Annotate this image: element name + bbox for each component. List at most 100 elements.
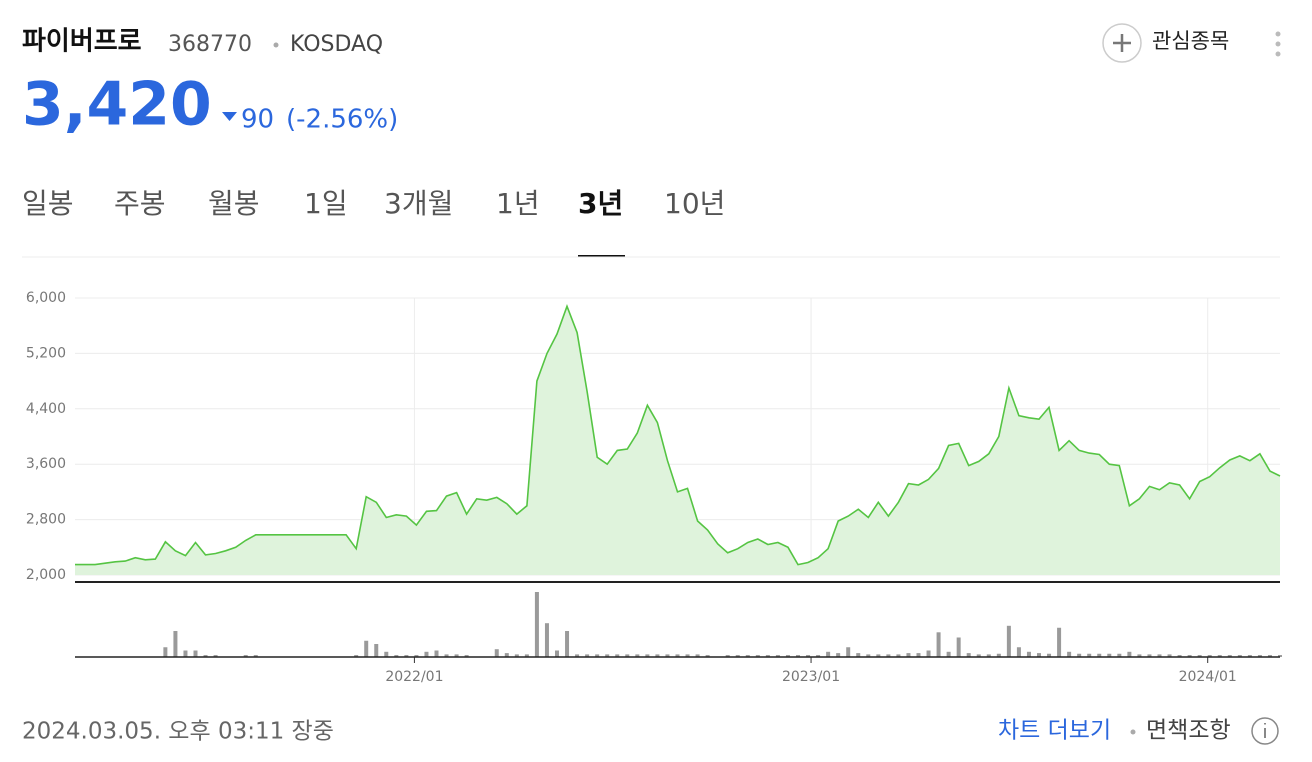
plus-icon: [1113, 34, 1131, 52]
volume-bar: [354, 655, 359, 657]
x-tick-label: 2022/01: [385, 669, 443, 685]
volume-bar: [755, 655, 760, 657]
volume-bar: [956, 637, 961, 657]
volume-bar: [163, 647, 168, 657]
volume-bar: [565, 631, 570, 657]
disclaimer[interactable]: 면책조항: [1146, 718, 1231, 744]
volume-bar: [434, 650, 439, 657]
volume-bar: [685, 654, 690, 657]
x-tick-label: 2024/01: [1179, 669, 1237, 685]
volume-bar: [1237, 655, 1242, 657]
watch-label: 관심종목: [1152, 29, 1229, 53]
volume-bar: [424, 651, 429, 657]
price: 3,420: [22, 70, 212, 140]
volume-bar: [173, 631, 178, 657]
volume-bar: [183, 650, 188, 657]
volume-bar: [785, 655, 790, 657]
volume-bar: [534, 592, 539, 657]
volume-bar: [464, 655, 469, 657]
volume-bar: [243, 655, 248, 657]
volume-bar: [1047, 653, 1052, 657]
volume-bar: [976, 654, 981, 657]
market: KOSDAQ: [290, 32, 383, 57]
volume-bar: [796, 655, 800, 657]
watch-button[interactable]: 관심종목: [1102, 23, 1229, 63]
volume-bar: [836, 653, 841, 657]
volume-bar: [856, 653, 861, 657]
volume-bar: [605, 654, 610, 657]
tab[interactable]: 1일: [304, 187, 348, 220]
volume-bar: [494, 649, 499, 657]
volume-bar: [996, 653, 1001, 657]
stock-name: 파이버프로: [22, 27, 142, 57]
volume-bar: [1177, 655, 1182, 657]
volume-bar: [665, 654, 670, 657]
volume-bar: [1157, 654, 1162, 657]
volume-bar: [645, 654, 650, 657]
tab[interactable]: 일봉: [22, 187, 74, 220]
volume-bar: [735, 655, 740, 657]
volume-bar: [1257, 655, 1262, 657]
y-tick-label: 2,000: [26, 567, 66, 583]
y-tick-label: 6,000: [26, 290, 66, 306]
volume-bar: [886, 654, 891, 657]
change-percent: (-2.56%): [286, 105, 398, 135]
volume-bar: [1197, 655, 1202, 657]
timestamp: 2024.03.05. 오후 03:11 장중: [22, 719, 334, 745]
volume-bar: [1137, 654, 1142, 657]
volume-bar: [504, 653, 509, 657]
volume-bar: [1057, 627, 1062, 657]
volume-bar: [655, 654, 660, 657]
volume-bar: [384, 651, 389, 657]
volume-bar: [1207, 655, 1212, 657]
chart-more[interactable]: 차트 더보기: [998, 718, 1111, 744]
volume-bar: [575, 654, 580, 657]
volume-bar: [1278, 655, 1282, 657]
volume-bar: [524, 654, 529, 657]
tab[interactable]: 10년: [664, 187, 725, 220]
chart: 2,000 2,800 3,600 4,400 5,200 6,000 2022/01 202…: [26, 290, 1282, 685]
volume-bar: [414, 655, 419, 657]
volume-bar: [193, 650, 198, 657]
volume-bar: [213, 655, 218, 657]
volume-bar: [725, 655, 730, 657]
volume-bar: [876, 654, 881, 657]
volume-bar: [1227, 655, 1232, 657]
volume-bar: [253, 655, 258, 657]
volume-bar: [1077, 653, 1082, 657]
tab[interactable]: 1년: [496, 187, 540, 220]
volume-bar: [1037, 653, 1041, 657]
volume-bar: [1267, 655, 1272, 657]
volume-bar: [846, 647, 851, 657]
volume-bar: [966, 653, 971, 657]
tab[interactable]: 3년: [578, 187, 623, 220]
volume-bar: [374, 644, 379, 657]
volume-bar: [806, 655, 811, 657]
volume-bar: [926, 650, 931, 657]
stock-code: 368770: [168, 32, 252, 57]
volume-bar: [1097, 653, 1102, 657]
volume-bar: [1087, 653, 1092, 657]
volume-bar: [203, 655, 208, 657]
tab[interactable]: 주봉: [114, 187, 166, 220]
volume-bar: [454, 654, 459, 657]
volume-bar: [936, 632, 941, 657]
y-tick-label: 3,600: [26, 456, 66, 472]
volume-bar: [826, 651, 831, 657]
volume-bar: [906, 653, 911, 657]
volume-bar: [675, 654, 680, 657]
volume-bar: [1127, 651, 1132, 657]
volume-bar: [765, 655, 770, 657]
separator-dot: [1130, 729, 1136, 735]
tab[interactable]: 월봉: [208, 187, 260, 220]
x-tick-label: 2023/01: [782, 669, 840, 685]
volume-bar: [394, 655, 399, 657]
info-icon[interactable]: [1251, 717, 1279, 745]
more-menu[interactable]: [1275, 31, 1281, 57]
tab[interactable]: 3개월: [384, 187, 453, 220]
volume-bar: [555, 650, 559, 657]
volume-bar: [946, 651, 951, 657]
change: 90: [241, 105, 274, 135]
tabs: 일봉 주봉 월봉 1일 3개월 1년 3년 10년: [22, 187, 725, 258]
volume-bar: [866, 654, 871, 657]
